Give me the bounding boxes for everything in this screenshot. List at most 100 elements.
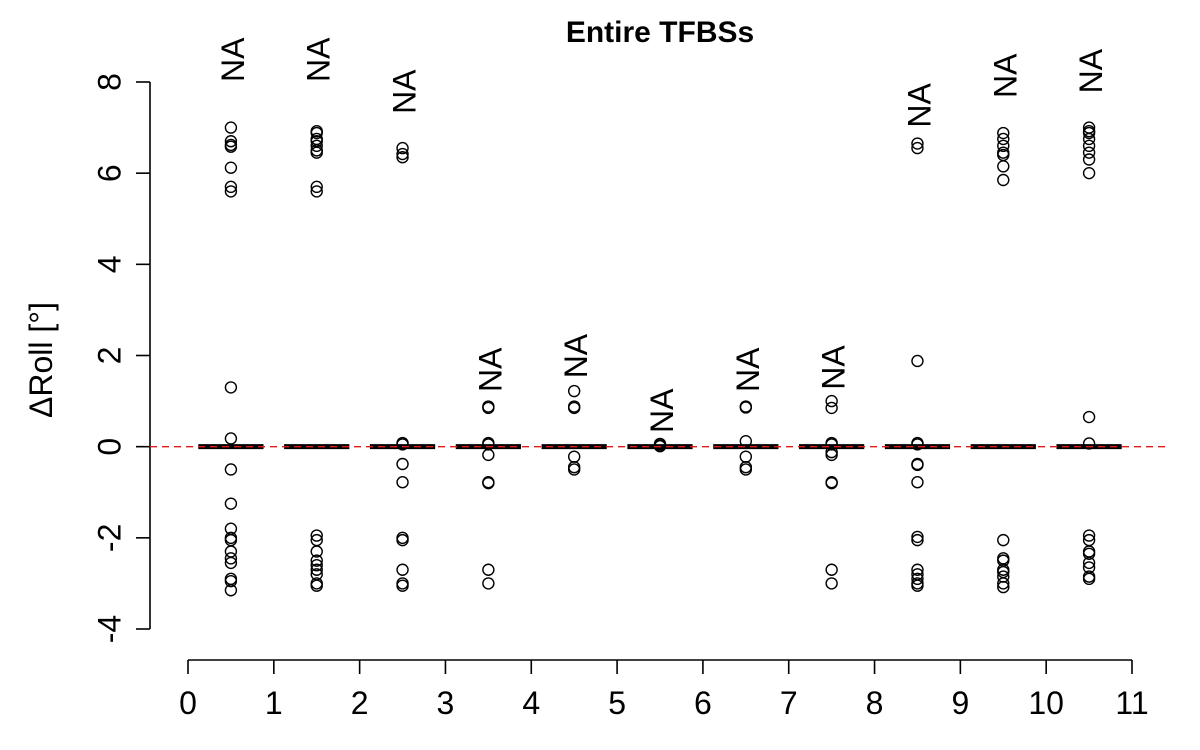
data-point <box>224 121 238 134</box>
y-tick-label: 8 <box>91 73 127 91</box>
data-point <box>911 438 924 451</box>
data-point <box>911 533 924 547</box>
data-point <box>224 497 238 510</box>
data-point <box>482 448 495 462</box>
y-tick-label: -2 <box>91 524 127 552</box>
data-point <box>1082 153 1096 166</box>
data-point <box>739 450 753 463</box>
data-point <box>396 141 409 155</box>
na-label: NA <box>387 69 423 114</box>
data-point <box>1082 126 1096 140</box>
x-tick-label: 9 <box>951 685 969 721</box>
data-point <box>224 185 238 198</box>
data-point <box>396 457 409 471</box>
y-tick-label: 6 <box>91 164 127 182</box>
data-point <box>997 132 1010 146</box>
data-point <box>224 381 238 394</box>
data-point <box>911 354 924 368</box>
na-label: NA <box>901 82 937 127</box>
data-point <box>911 579 924 592</box>
data-point <box>310 579 323 592</box>
data-point <box>396 579 409 592</box>
data-point <box>1082 572 1096 586</box>
data-point <box>482 563 495 576</box>
data-point <box>739 401 753 414</box>
data-point <box>310 563 323 576</box>
data-point <box>825 448 838 462</box>
na-label: NA <box>1073 48 1109 93</box>
data-point <box>224 584 238 597</box>
data-point <box>482 577 495 590</box>
y-axis-label: ΔRoll [°] <box>23 302 59 418</box>
na-label: NA <box>215 37 251 82</box>
data-point <box>310 554 323 567</box>
data-point <box>911 530 924 544</box>
data-point <box>825 394 838 408</box>
y-tick-label: 2 <box>91 347 127 365</box>
x-tick-label: 6 <box>694 685 712 721</box>
data-point <box>224 180 238 194</box>
data-point <box>310 545 323 558</box>
data-point <box>310 126 323 140</box>
x-tick-label: 8 <box>866 685 884 721</box>
data-point <box>310 139 323 153</box>
data-point <box>1082 166 1096 180</box>
y-tick-label: -4 <box>91 615 127 643</box>
data-point <box>310 185 323 198</box>
na-label: NA <box>472 347 508 392</box>
data-point <box>396 476 409 489</box>
x-tick-label: 7 <box>780 685 798 721</box>
data-point <box>567 384 581 398</box>
x-tick-label: 10 <box>1028 685 1064 721</box>
data-point <box>911 458 924 472</box>
data-point <box>911 476 924 489</box>
data-point <box>739 434 753 448</box>
data-point <box>997 126 1010 140</box>
data-point <box>911 563 924 576</box>
data-point <box>739 463 753 476</box>
na-label: NA <box>558 333 594 378</box>
data-point <box>567 450 581 463</box>
data-point <box>310 146 323 159</box>
data-point <box>1082 529 1096 542</box>
data-point <box>1082 547 1096 560</box>
x-tick-label: 4 <box>522 685 540 721</box>
data-point <box>224 574 238 588</box>
na-label: NA <box>644 388 680 433</box>
x-tick-label: 1 <box>265 685 283 721</box>
data-point <box>224 135 238 148</box>
na-label: NA <box>730 347 766 392</box>
data-point <box>224 140 238 153</box>
y-tick-label: 4 <box>91 255 127 273</box>
data-point <box>567 401 581 415</box>
data-point <box>310 180 323 194</box>
data-point <box>396 147 409 161</box>
data-point <box>1082 139 1096 153</box>
na-label: NA <box>816 345 852 390</box>
data-point <box>396 533 409 547</box>
data-point <box>224 556 238 570</box>
plot-area: -4 -2 0 2 4 6 8 0 1 2 3 4 5 6 7 8 9 10 11 NA NA NA NA NA NA NA NA N… <box>91 37 1170 721</box>
chart-title: Entire TFBSs <box>566 16 754 49</box>
x-tick-label: 11 <box>1115 685 1148 721</box>
data-point <box>224 432 238 445</box>
data-point <box>911 572 924 586</box>
data-point <box>224 463 238 476</box>
data-point <box>310 558 323 572</box>
na-label: NA <box>987 53 1023 98</box>
data-point <box>825 401 838 415</box>
data-point <box>825 577 838 590</box>
data-point <box>567 463 581 476</box>
x-tick-label: 3 <box>437 685 455 721</box>
x-tick-label: 2 <box>351 685 369 721</box>
y-tick-label: 0 <box>91 438 127 456</box>
data-point <box>1082 437 1096 450</box>
data-point <box>997 139 1010 153</box>
data-point <box>825 563 838 576</box>
x-tick-label: 0 <box>179 685 197 721</box>
data-point <box>911 137 924 150</box>
data-point <box>224 161 238 174</box>
data-point <box>825 476 838 490</box>
